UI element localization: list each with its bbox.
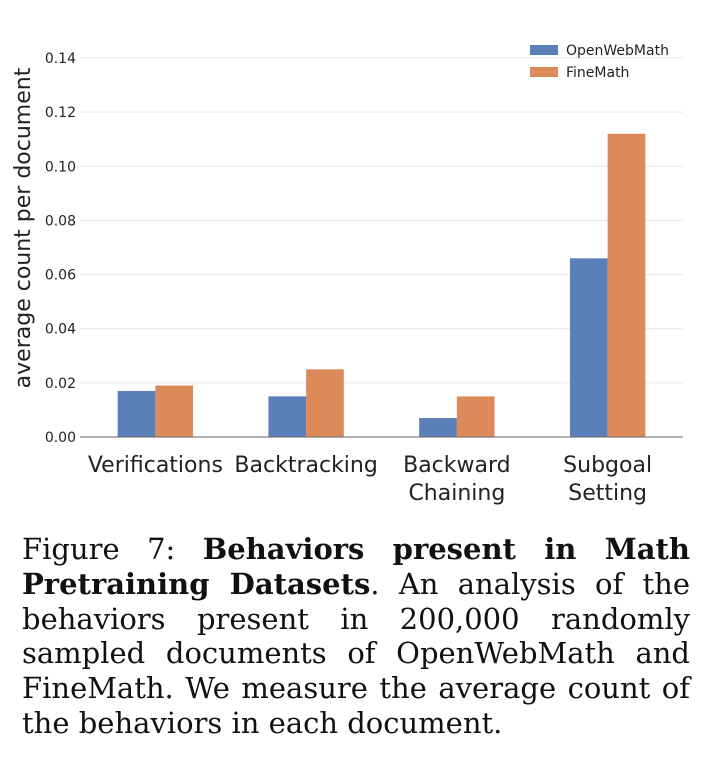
bar-openwebmath (117, 390, 156, 437)
y-axis-label: average count per document (11, 67, 36, 388)
x-tick-label-line: Verifications (88, 453, 223, 478)
bar-openwebmath (569, 258, 608, 437)
x-tick-label-line: Chaining (408, 481, 505, 506)
figure-caption: Figure 7: Behaviors present in Math Pret… (22, 532, 690, 741)
x-tick-label-line: Setting (568, 481, 647, 506)
bar-finemath (155, 385, 194, 437)
legend-swatch (530, 67, 558, 77)
x-tick-label-line: Backward (403, 453, 511, 478)
x-tick-label-line: Backtracking (234, 453, 377, 478)
bar-openwebmath (419, 418, 457, 437)
x-tick-label: Backward Chaining (403, 453, 511, 506)
legend-swatch (530, 45, 558, 55)
x-tick-label-line: Subgoal (563, 453, 652, 478)
legend-label: FineMath (566, 65, 629, 81)
y-tick-label: 0.02 (45, 376, 76, 392)
caption-title: Behaviors present in Math Pretraining Da… (22, 532, 691, 601)
grid-lines (80, 57, 683, 438)
bar-chart: 0.00 0.02 0.04 0.06 0.08 0.10 0.12 0.14 Verific… (11, 43, 683, 506)
caption-label: Figure 7: (22, 532, 176, 566)
y-tick-label: 0.00 (45, 430, 76, 446)
x-tick-label: Backtracking (234, 453, 377, 478)
caption-body: . An analysis of the behaviors present i… (22, 566, 690, 740)
bar-finemath (306, 369, 344, 437)
x-axis-ticks: Verifications Backtracking Backward Chainin… (88, 453, 652, 506)
y-tick-label: 0.04 (45, 322, 76, 338)
y-tick-label: 0.08 (45, 213, 76, 229)
y-tick-label: 0.10 (45, 159, 76, 175)
legend-label: OpenWebMath (566, 43, 669, 59)
bar-openwebmath (268, 396, 307, 437)
y-tick-label: 0.06 (45, 268, 76, 284)
y-tick-label: 0.14 (45, 51, 76, 67)
x-tick-label: Subgoal Setting (563, 453, 652, 506)
bars (117, 133, 646, 438)
x-tick-label: Verifications (88, 453, 223, 478)
bar-finemath (456, 396, 495, 437)
y-axis-ticks: 0.00 0.02 0.04 0.06 0.08 0.10 0.12 0.14 (45, 51, 76, 446)
y-tick-label: 0.12 (45, 105, 76, 121)
legend: OpenWebMath FineMath (530, 43, 669, 81)
bar-finemath (607, 133, 646, 438)
